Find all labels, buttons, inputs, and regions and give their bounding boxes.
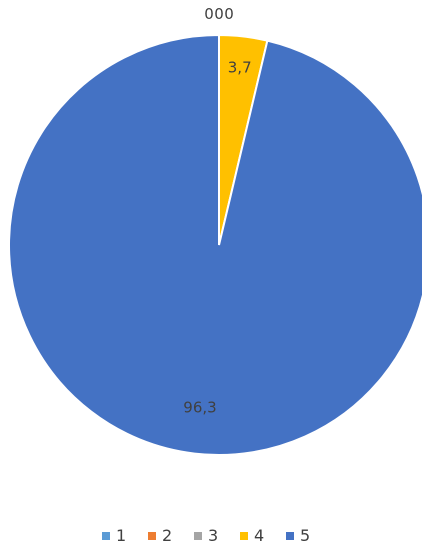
legend-label-5: 5 — [300, 526, 310, 545]
legend-swatch-2 — [148, 532, 156, 540]
data-label-5: 96,3 — [183, 399, 216, 417]
legend-label-2: 2 — [162, 526, 172, 545]
data-label-2: 0 — [214, 5, 224, 23]
data-labels: 0 0 0 3,7 96,3 — [183, 5, 251, 417]
data-label-1: 0 — [204, 5, 214, 23]
data-label-4: 3,7 — [228, 59, 252, 77]
legend-swatch-5 — [286, 532, 294, 540]
legend-swatch-1 — [102, 532, 110, 540]
legend-label-4: 4 — [254, 526, 264, 545]
legend-label-3: 3 — [208, 526, 218, 545]
legend-label-1: 1 — [116, 526, 126, 545]
legend-swatch-3 — [194, 532, 202, 540]
pie-slice-5 — [8, 33, 422, 456]
pie-slices — [8, 33, 422, 456]
data-label-3: 0 — [224, 5, 234, 23]
legend: 1 2 3 4 5 — [102, 526, 310, 545]
legend-swatch-4 — [240, 532, 248, 540]
